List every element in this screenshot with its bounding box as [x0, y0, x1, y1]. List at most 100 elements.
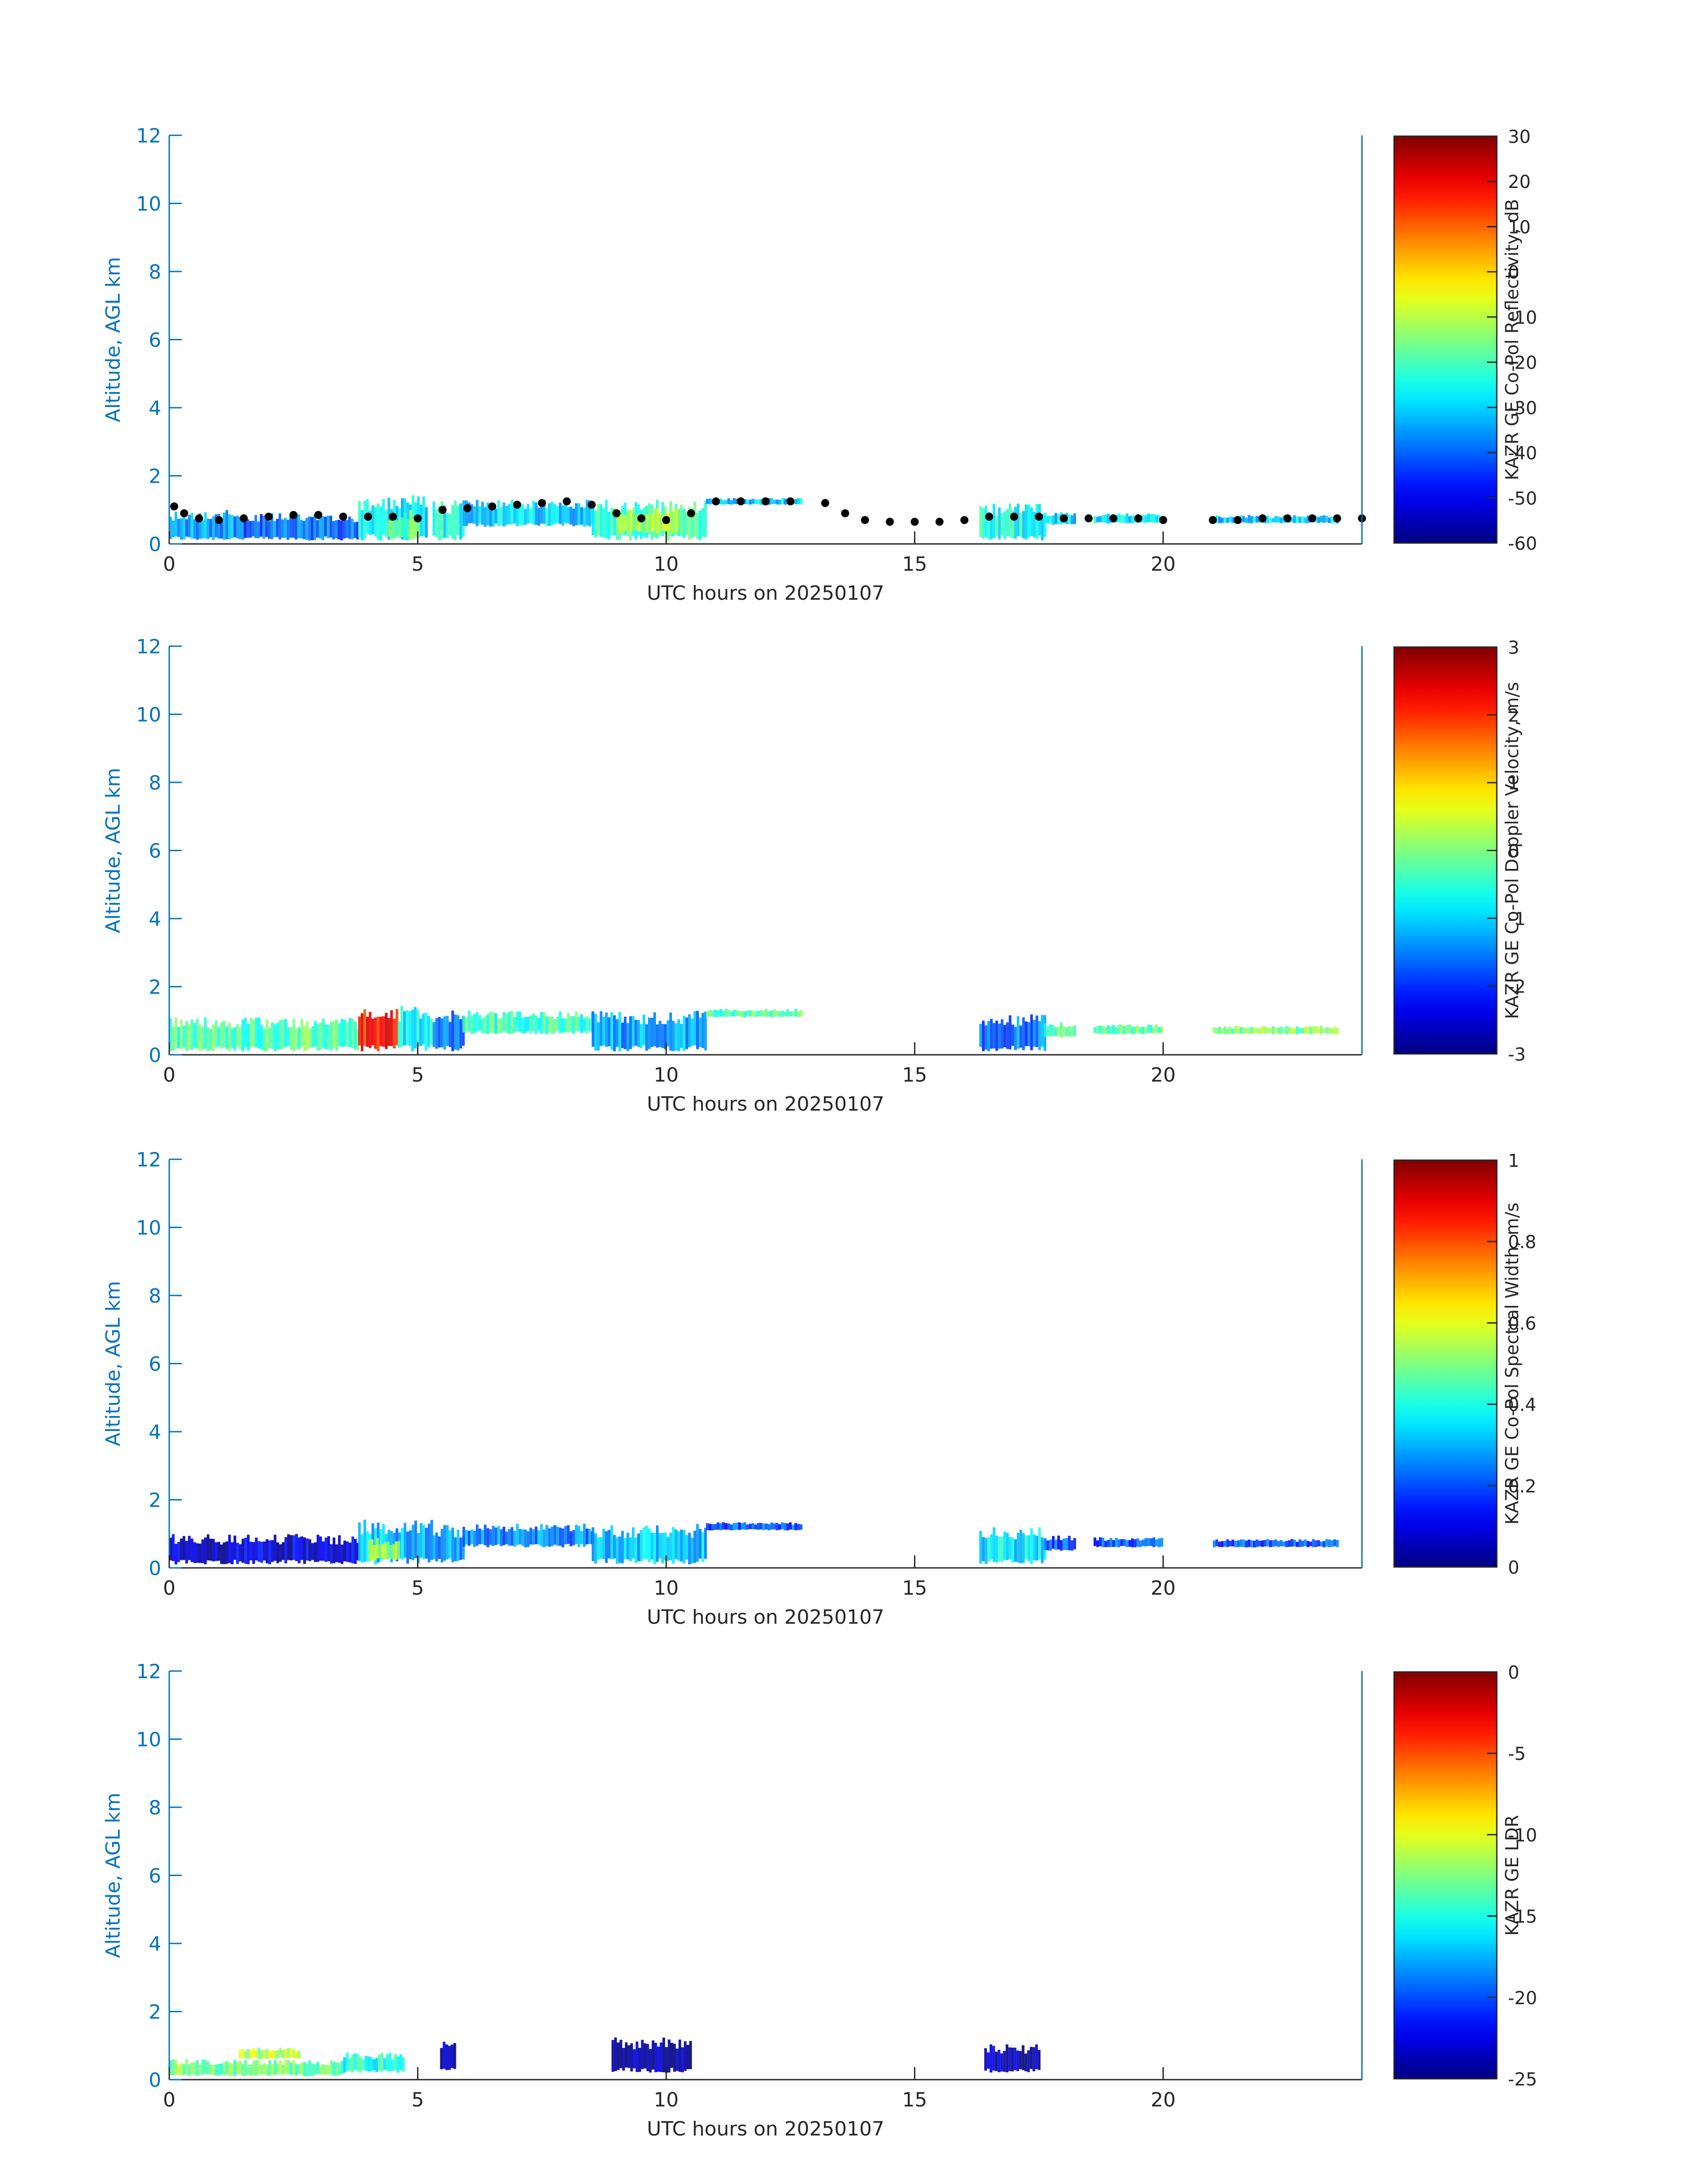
cloud-base-point: [985, 513, 994, 521]
echo-region: [706, 1009, 802, 1018]
cloud-base-point: [1084, 514, 1093, 522]
cloud-base-point: [170, 502, 179, 511]
cloud-base-point: [1233, 516, 1242, 524]
cloud-base-point: [786, 497, 795, 506]
y-tick-label: 8: [149, 1285, 161, 1308]
echo-region: [616, 506, 684, 534]
colorbar-gradient: [1393, 1671, 1498, 2080]
echo-region: [979, 1014, 1047, 1052]
colorbar-tick-label: 30: [1508, 127, 1531, 147]
colorbar-tick-label: 0.4: [1508, 1395, 1537, 1416]
x-tick-label: 0: [163, 1577, 175, 1600]
cloud-base-point: [1283, 514, 1292, 522]
echo-region: [1094, 1537, 1163, 1547]
y-tick-label: 6: [149, 840, 161, 863]
x-tick-label: 10: [654, 1577, 679, 1600]
panel-1: 0 2 4 6 8 10 12 0 5 10 15 20 UTC hours on 20250107 Al…: [102, 125, 1537, 605]
echo-region: [1213, 1026, 1339, 1035]
echo-region: [611, 2037, 692, 2073]
cloud-base-point: [239, 514, 248, 522]
cloud-base-point: [712, 497, 720, 506]
y-tick-label: 10: [136, 1217, 161, 1240]
colorbar: 3 2 1 0 -1 -2 -3 KAZR GE Co-Pol Doppler Velocit…: [1393, 638, 1526, 1065]
echo-region: [343, 2052, 405, 2073]
colorbar-tick-label: -5: [1508, 1744, 1526, 1764]
y-tick-label: 0: [149, 533, 161, 556]
cloud-base-point: [1035, 513, 1043, 521]
echo-region: [243, 513, 359, 541]
y-tick-label: 10: [136, 193, 161, 216]
echo-region: [169, 2059, 343, 2077]
colorbar-tick-label: 2: [1508, 706, 1519, 726]
echo-region: [592, 1524, 707, 1565]
y-tick-label: 0: [149, 1557, 161, 1580]
x-tick-label: 10: [654, 553, 679, 576]
cloud-base-overlay: [170, 497, 1366, 526]
x-tick-label: 0: [163, 2089, 175, 2111]
y-axis-label: Altitude, AGL km: [102, 1281, 125, 1446]
cloud-base-point: [1060, 514, 1068, 522]
x-tick-label: 0: [163, 553, 175, 576]
cloud-base-point: [841, 509, 849, 518]
echo-region: [440, 2042, 456, 2070]
cloud-base-point: [687, 509, 695, 518]
y-tick-label: 12: [136, 1149, 161, 1171]
x-tick-label: 5: [411, 1064, 424, 1086]
y-tick-label: 6: [149, 1353, 161, 1376]
x-tick-label: 15: [902, 1064, 927, 1086]
cloud-base-point: [314, 511, 322, 519]
colorbar-gradient: [1393, 1159, 1498, 1568]
y-tick-label: 2: [149, 465, 161, 488]
echo-region: [1213, 1539, 1339, 1548]
echo-region: [706, 1522, 802, 1531]
cloud-base-point: [910, 518, 919, 526]
y-tick-label: 8: [149, 1797, 161, 1819]
echo-field: [169, 1006, 1339, 1052]
cloud-base-point: [861, 516, 869, 524]
x-tick-label: 20: [1151, 1577, 1176, 1600]
x-axis-label: UTC hours on 20250107: [647, 2118, 885, 2140]
y-tick-label: 6: [149, 1865, 161, 1888]
cloud-base-point: [195, 514, 203, 522]
colorbar-tick-label: -50: [1508, 489, 1537, 509]
x-tick-label: 15: [902, 553, 927, 576]
colorbar-tick-label: 0: [1508, 1558, 1519, 1578]
echo-region: [1213, 515, 1339, 524]
colorbar-tick-label: 0: [1508, 263, 1519, 283]
colorbar-gradient: [1393, 135, 1498, 544]
cloud-base-point: [1209, 516, 1217, 524]
cloud-base-point: [1010, 513, 1018, 521]
y-tick-label: 4: [149, 1933, 161, 1956]
x-tick-label: 10: [654, 1064, 679, 1086]
echo-region: [1094, 513, 1163, 524]
cloud-base-point: [761, 497, 770, 506]
colorbar-label: KAZR GE Co-Pol Doppler Velocity, m/s: [1502, 682, 1523, 1019]
colorbar-tick-label: 0.2: [1508, 1476, 1537, 1497]
cloud-base-point: [885, 518, 894, 526]
echo-field: [169, 1520, 1339, 1565]
colorbar-tick-label: -3: [1508, 1045, 1526, 1065]
cloud-base-point: [1159, 516, 1167, 524]
y-tick-label: 4: [149, 908, 161, 931]
colorbar-tick-label: -15: [1508, 1907, 1537, 1927]
y-tick-label: 12: [136, 1660, 161, 1683]
cloud-base-point: [264, 513, 273, 521]
cloud-base-point: [180, 509, 188, 518]
colorbar-tick-label: 3: [1508, 638, 1519, 658]
y-tick-label: 2: [149, 1489, 161, 1512]
cloud-base-point: [1333, 514, 1341, 522]
y-tick-label: 4: [149, 397, 161, 420]
colorbar: 0 -5 -10 -15 -20 -25 KAZR GE LDR: [1393, 1663, 1537, 2090]
colorbar-tick-label: -30: [1508, 398, 1537, 418]
x-tick-label: 5: [411, 1577, 424, 1600]
echo-region: [432, 1011, 465, 1052]
colorbar-tick-label: -2: [1508, 977, 1526, 997]
y-tick-label: 8: [149, 261, 161, 284]
colorbar-tick-label: 10: [1508, 217, 1531, 238]
y-axis-label: Altitude, AGL km: [102, 1793, 125, 1958]
x-tick-label: 15: [902, 2089, 927, 2111]
y-tick-label: 0: [149, 1044, 161, 1067]
echo-region: [979, 503, 1047, 541]
